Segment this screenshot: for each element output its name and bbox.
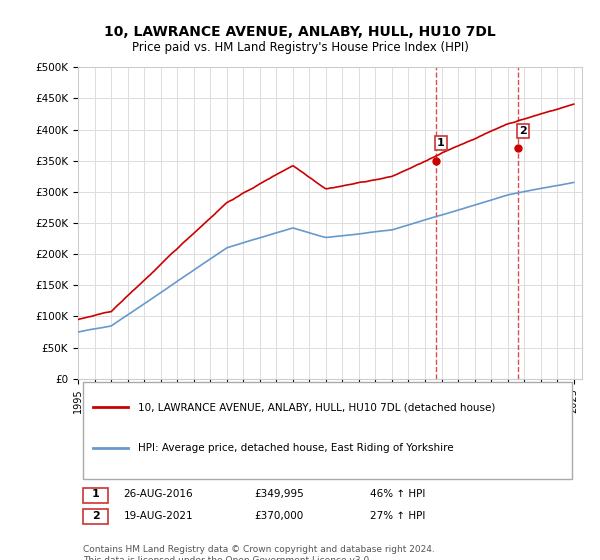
Text: 2: 2 (92, 511, 100, 521)
FancyBboxPatch shape (83, 382, 572, 479)
Text: £370,000: £370,000 (254, 511, 304, 521)
Text: £349,995: £349,995 (254, 489, 304, 500)
Text: 46% ↑ HPI: 46% ↑ HPI (370, 489, 425, 500)
Text: HPI: Average price, detached house, East Riding of Yorkshire: HPI: Average price, detached house, East… (139, 443, 454, 453)
Text: Price paid vs. HM Land Registry's House Price Index (HPI): Price paid vs. HM Land Registry's House … (131, 41, 469, 54)
FancyBboxPatch shape (83, 510, 108, 524)
Text: 1: 1 (92, 489, 100, 500)
Text: Contains HM Land Registry data © Crown copyright and database right 2024.
This d: Contains HM Land Registry data © Crown c… (83, 545, 435, 560)
FancyBboxPatch shape (83, 488, 108, 502)
Text: 26-AUG-2016: 26-AUG-2016 (124, 489, 193, 500)
Text: 2: 2 (519, 126, 527, 136)
Text: 10, LAWRANCE AVENUE, ANLABY, HULL, HU10 7DL (detached house): 10, LAWRANCE AVENUE, ANLABY, HULL, HU10 … (139, 403, 496, 412)
Text: 27% ↑ HPI: 27% ↑ HPI (370, 511, 425, 521)
Text: 19-AUG-2021: 19-AUG-2021 (124, 511, 193, 521)
Text: 1: 1 (437, 138, 445, 148)
Text: 10, LAWRANCE AVENUE, ANLABY, HULL, HU10 7DL: 10, LAWRANCE AVENUE, ANLABY, HULL, HU10 … (104, 25, 496, 39)
